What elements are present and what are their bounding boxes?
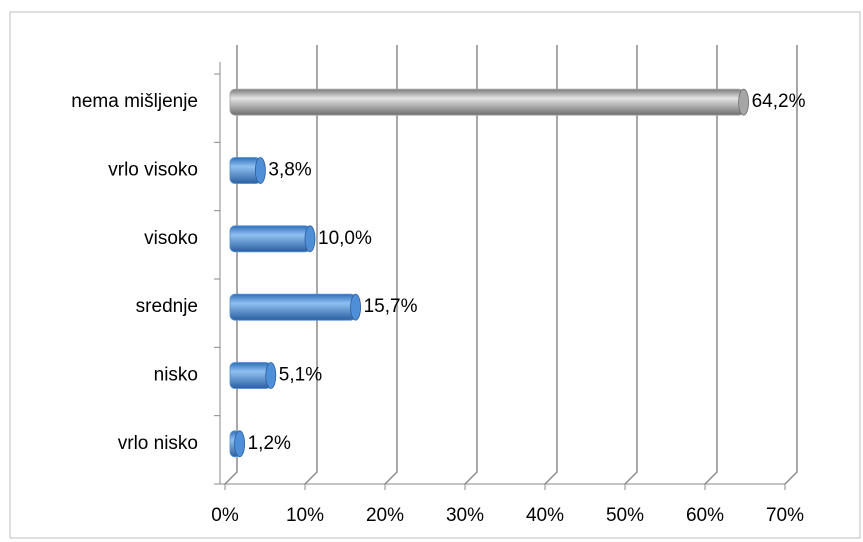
bar-cap	[738, 88, 749, 116]
x-tick-label: 20%	[366, 505, 404, 526]
grid-line	[464, 45, 478, 485]
y-tick-label: vrlo visoko	[108, 160, 198, 181]
grid-line	[704, 45, 718, 485]
x-tick-label: 10%	[286, 505, 324, 526]
grid-line	[384, 45, 398, 485]
chart-border	[9, 11, 861, 539]
grid-line	[624, 45, 638, 485]
x-tick-label: 70%	[766, 505, 804, 526]
y-tick-label: nisko	[154, 365, 198, 386]
bar	[229, 293, 356, 321]
bar	[229, 362, 272, 389]
bar-cap	[254, 157, 266, 184]
grid-line	[304, 45, 318, 485]
grid-line	[784, 45, 798, 485]
bar-cap	[265, 362, 277, 389]
bar-cap	[234, 430, 246, 458]
data-label: 1,2%	[248, 433, 291, 454]
bar-cap	[304, 225, 316, 253]
data-label: 10,0%	[318, 228, 372, 249]
data-label: 64,2%	[752, 91, 806, 112]
x-tick-label: 50%	[606, 505, 644, 526]
grid-line	[544, 45, 558, 485]
x-tick-label: 0%	[211, 505, 239, 526]
data-label: 3,8%	[268, 160, 311, 181]
y-tick-label: vrlo nisko	[118, 433, 198, 454]
grid-line	[224, 45, 238, 485]
x-tick-label: 60%	[686, 505, 724, 526]
bar	[229, 225, 311, 253]
y-tick-label: visoko	[144, 228, 198, 249]
y-tick-label: srednje	[136, 296, 198, 317]
data-label: 5,1%	[279, 365, 322, 386]
x-tick-label: 40%	[526, 505, 564, 526]
x-tick-label: 30%	[446, 505, 484, 526]
y-tick-label: nema mišljenje	[71, 91, 198, 112]
bar	[229, 88, 744, 116]
data-label: 15,7%	[364, 296, 418, 317]
bar-cap	[350, 293, 362, 321]
